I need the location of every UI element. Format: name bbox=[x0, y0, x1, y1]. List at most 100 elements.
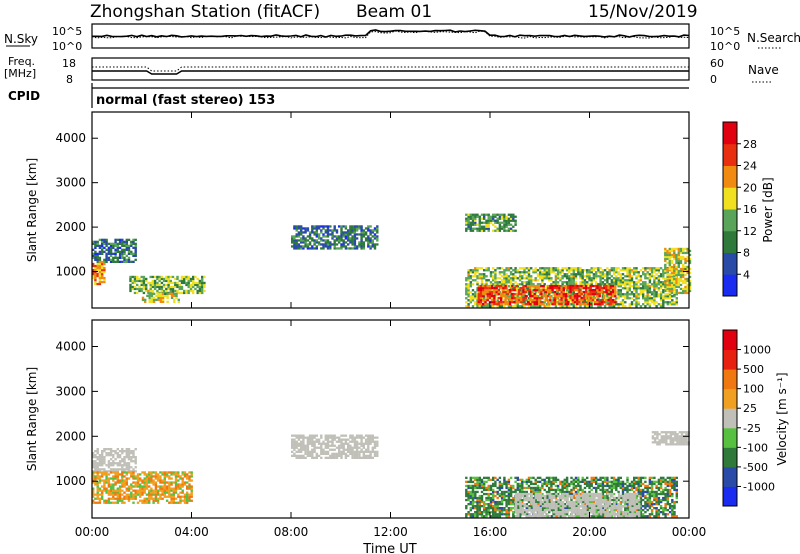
velocity-cell bbox=[479, 495, 481, 497]
velocity-cell bbox=[173, 492, 175, 494]
power-cell bbox=[360, 229, 362, 231]
velocity-cell bbox=[164, 488, 166, 490]
power-cell bbox=[194, 282, 196, 284]
velocity-cell bbox=[128, 500, 130, 502]
velocity-cell bbox=[101, 454, 103, 456]
power-cell bbox=[329, 225, 331, 227]
power-cell bbox=[669, 254, 671, 256]
power-cell bbox=[510, 277, 512, 279]
velocity-cell bbox=[548, 483, 550, 485]
velocity-cell bbox=[175, 473, 177, 475]
velocity-cell bbox=[573, 479, 575, 481]
velocity-cell bbox=[582, 489, 584, 491]
velocity-cell bbox=[184, 483, 186, 485]
power-cell bbox=[479, 277, 481, 279]
power-cell bbox=[160, 295, 162, 297]
velocity-cell bbox=[110, 448, 112, 450]
velocity-cell bbox=[307, 445, 309, 447]
power-cell bbox=[682, 280, 684, 282]
power-cell bbox=[534, 299, 536, 301]
velocity-cell bbox=[347, 451, 349, 453]
power-cell bbox=[327, 241, 329, 243]
power-cell bbox=[622, 269, 624, 271]
colorbar-swatch bbox=[723, 231, 737, 253]
power-cell bbox=[520, 301, 522, 303]
power-cell bbox=[487, 297, 489, 299]
velocity-cell bbox=[505, 501, 507, 503]
power-cell bbox=[579, 271, 581, 273]
power-cell bbox=[101, 277, 103, 279]
power-cell bbox=[671, 250, 673, 252]
power-cell bbox=[110, 251, 112, 253]
velocity-cell bbox=[602, 477, 604, 479]
power-cell bbox=[675, 260, 677, 262]
power-cell bbox=[594, 297, 596, 299]
power-cell bbox=[126, 249, 128, 251]
velocity-cell bbox=[307, 437, 309, 439]
power-cell bbox=[345, 247, 347, 249]
velocity-cell bbox=[132, 496, 134, 498]
power-cell bbox=[481, 277, 483, 279]
power-cell bbox=[157, 299, 159, 301]
velocity-cell bbox=[347, 449, 349, 451]
power-cell bbox=[101, 239, 103, 241]
power-cell bbox=[474, 291, 476, 293]
power-cell bbox=[669, 297, 671, 299]
power-cell bbox=[347, 231, 349, 233]
power-cell bbox=[174, 290, 176, 292]
velocity-cell bbox=[182, 471, 184, 473]
velocity-cell bbox=[150, 492, 152, 494]
velocity-cell bbox=[97, 448, 99, 450]
power-cell bbox=[472, 275, 474, 277]
power-cell bbox=[594, 301, 596, 303]
velocity-cell bbox=[501, 507, 503, 509]
power-cell bbox=[555, 269, 557, 271]
velocity-cell bbox=[300, 447, 302, 449]
velocity-cell bbox=[94, 483, 96, 485]
velocity-cell bbox=[510, 507, 512, 509]
power-cell bbox=[638, 273, 640, 275]
velocity-cell bbox=[584, 487, 586, 489]
power-cell bbox=[369, 237, 371, 239]
power-cell bbox=[497, 228, 499, 230]
power-cell bbox=[682, 248, 684, 250]
power-cell bbox=[532, 271, 534, 273]
power-cell bbox=[167, 284, 169, 286]
power-cell bbox=[544, 277, 546, 279]
power-cell bbox=[190, 286, 192, 288]
power-cell bbox=[669, 260, 671, 262]
velocity-cell bbox=[508, 499, 510, 501]
power-cell bbox=[291, 237, 293, 239]
velocity-cell bbox=[356, 453, 358, 455]
power-cell bbox=[567, 303, 569, 305]
power-cell bbox=[345, 225, 347, 227]
power-cell bbox=[664, 250, 666, 252]
power-cell bbox=[481, 230, 483, 232]
power-cell bbox=[166, 295, 168, 297]
power-cell bbox=[172, 286, 174, 288]
velocity-cell bbox=[345, 441, 347, 443]
power-cell bbox=[644, 277, 646, 279]
velocity-cell bbox=[360, 439, 362, 441]
velocity-cell bbox=[144, 500, 146, 502]
power-cell bbox=[484, 287, 486, 289]
power-cell bbox=[110, 259, 112, 261]
power-cell bbox=[508, 230, 510, 232]
power-cell bbox=[653, 279, 655, 281]
velocity-cell bbox=[307, 451, 309, 453]
velocity-cell bbox=[499, 487, 501, 489]
velocity-cell bbox=[465, 489, 467, 491]
velocity-cell bbox=[570, 491, 572, 493]
power-cell bbox=[472, 228, 474, 230]
power-cell bbox=[487, 287, 489, 289]
velocity-cell bbox=[374, 451, 376, 453]
velocity-cell bbox=[606, 479, 608, 481]
velocity-cell bbox=[345, 439, 347, 441]
velocity-cell bbox=[488, 493, 490, 495]
velocity-cell bbox=[597, 509, 599, 511]
velocity-cell bbox=[112, 471, 114, 473]
power-cell bbox=[203, 284, 205, 286]
power-cell bbox=[624, 295, 626, 297]
velocity-cell bbox=[508, 507, 510, 509]
power-cell bbox=[372, 229, 374, 231]
